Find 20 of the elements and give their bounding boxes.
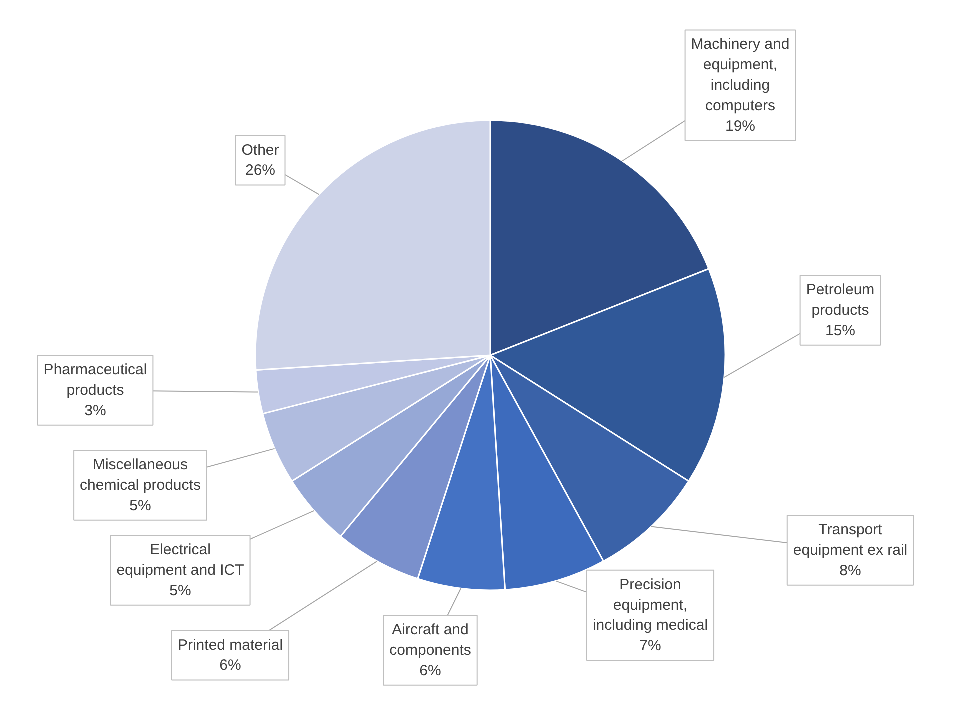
slice-label: Miscellaneous chemical products	[80, 456, 201, 494]
slice-label: Petroleum products	[806, 282, 875, 319]
data-label: 19%	[725, 118, 756, 135]
data-label: 6%	[220, 657, 242, 674]
data-label: 15%	[825, 322, 856, 340]
data-label: 8%	[840, 562, 862, 580]
slice-label: Electrical equipment and ICT	[116, 542, 244, 579]
slice-label: Precision equipment, including medical	[592, 576, 708, 634]
slice-label: Transport equipment ex rail	[793, 522, 908, 559]
slice-label: Other	[242, 142, 280, 159]
data-label: 5%	[170, 582, 192, 600]
slice-label: Machinery and equipment, including computers	[691, 36, 790, 114]
slice-label: Printed material	[178, 636, 284, 654]
data-label: 7%	[640, 638, 662, 655]
data-label: 26%	[245, 162, 276, 180]
slice-label: Aircraft and components	[390, 622, 472, 659]
slice-label: Pharmaceutical products	[44, 362, 148, 399]
data-label: 3%	[84, 402, 106, 420]
data-label: 6%	[420, 662, 442, 680]
data-label: 5%	[130, 497, 152, 514]
